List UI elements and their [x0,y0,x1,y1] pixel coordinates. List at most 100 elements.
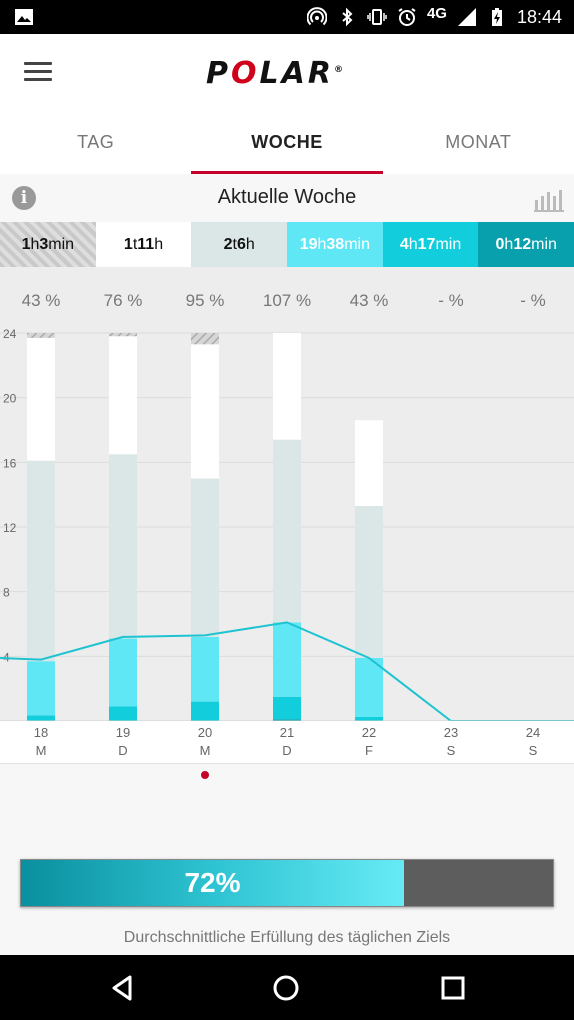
x-tick-label[interactable]: 18 M [21,724,61,760]
bar-segment-light-grey-green [355,505,383,658]
bar-segment-light-cyan [27,661,55,716]
system-nav-bar [0,955,574,1020]
weekday-letter: S [528,743,538,758]
goal-progress-fill [21,860,405,906]
week-header: i Aktuelle Woche [0,174,574,222]
y-tick-label: 24 [3,327,17,341]
bar-segment-light-grey-green [273,439,301,623]
bar-segment-hatched [109,333,137,337]
summary-cell: 4h17min [382,222,479,267]
x-tick-label[interactable]: 22 F [349,724,389,760]
summary-value: 11 [137,236,155,253]
summary-cell: 1t11h [95,222,192,267]
bar-segment-hatched [27,333,55,338]
x-tick-label[interactable]: 23 S [431,724,471,760]
day-percentage: 95 % [185,291,225,310]
bar-segment-teal [191,701,219,721]
summary-unit: t [132,236,138,253]
x-tick-label[interactable]: 24 S [513,724,553,760]
summary-unit: t [232,236,237,253]
info-icon[interactable]: i [12,186,36,210]
image-icon [15,9,33,25]
bar-segment-white [109,336,137,455]
hotspot-icon [306,7,327,26]
summary-value: 6 [236,236,246,253]
summary-unit: min [344,236,370,253]
weekly-activity-chart: 43 % 76 % 95 % 107 % 43 % - % - % 4 8 12 16 20 24 [0,267,574,763]
summary-unit: h [245,236,255,253]
summary-unit: h [504,236,514,253]
weekday-letter: F [365,743,373,758]
summary-value: 4 [399,236,409,253]
home-icon[interactable] [271,973,301,1003]
summary-value: 17 [417,236,436,253]
summary-cell: 2t6h [191,222,288,267]
tab-tag[interactable]: TAG [77,132,115,152]
goal-progress-bar: 72% [20,859,554,907]
bluetooth-icon [342,7,353,27]
y-tick-label: 20 [3,392,17,406]
bar-segment-white [273,333,301,440]
summary-value: 1 [21,236,31,253]
summary-unit: min [435,236,462,253]
bar-segment-light-cyan [355,657,383,717]
weekday-letter: S [446,743,456,758]
bar-segment-light-cyan [109,638,137,707]
summary-value: 12 [513,236,532,253]
goal-progress-label: 72% [184,867,241,898]
day-number: 21 [279,725,295,740]
weekday-letter: D [118,743,128,758]
x-tick-label[interactable]: 21 D [267,724,307,760]
day-number: 24 [525,725,541,740]
tab-woche[interactable]: WOCHE [191,106,383,174]
battery-charging-icon [491,8,502,26]
bar-segment-white [355,420,383,506]
bar-segment-light-grey-green [191,478,219,637]
bar-segment-hatched [191,333,219,345]
hamburger-menu-icon[interactable] [24,62,52,82]
day-percentage: 76 % [103,291,143,310]
goal-caption: Durchschnittliche Erfüllung des tägliche… [123,929,451,946]
weekday-letter: D [282,743,292,758]
back-icon[interactable] [108,973,138,1003]
day-number: 23 [443,725,459,740]
y-tick-label: 16 [3,456,17,470]
day-number: 18 [33,725,49,740]
day-percentage: - % [520,291,546,310]
summary-value: 38 [326,236,345,253]
summary-unit: min [48,236,75,253]
bar-segment-light-grey-green [109,454,137,639]
activity-summary-row: 1h3min 1t11h 2t6h 19h38min 4h17min 0h12min [0,222,574,267]
summary-value: 2 [223,236,233,253]
recents-icon[interactable] [438,973,468,1003]
day-number: 20 [197,725,213,740]
day-number: 22 [361,725,377,740]
network-type: 4G [426,4,447,22]
weekday-letter: M [35,743,47,758]
bar-segment-teal [27,715,55,721]
bar-segment-light-cyan [191,636,219,702]
summary-cell: 19h38min [287,222,383,267]
bar-chart-icon[interactable] [534,188,564,212]
summary-unit: h [154,236,164,253]
x-tick-label[interactable]: 19 D [103,724,143,760]
y-tick-label: 8 [3,586,10,600]
bar-segment-teal [355,716,383,721]
bar-segment-teal [109,706,137,721]
x-axis: 18 M 19 D 20 M 21 D 22 F 23 S 24 S [0,721,574,763]
day-percentage: - % [438,291,464,310]
status-bar: 4G 18:44 [0,0,574,34]
summary-value: 3 [39,236,49,253]
period-tabs: TAG WOCHE MONAT [0,106,574,174]
vibrate-icon [367,9,387,25]
bar-segment-white [191,344,219,479]
tab-monat[interactable]: MONAT [445,132,512,152]
daily-percentages: 43 % 76 % 95 % 107 % 43 % - % - % [0,291,574,311]
y-tick-label: 12 [3,521,17,535]
goal-section: 72% Durchschnittliche Erfüllung des tägl… [0,763,574,955]
summary-unit: h [408,236,418,253]
summary-unit: h [30,236,40,253]
summary-unit: h [317,236,327,253]
clock: 18:44 [516,6,562,27]
x-tick-label[interactable]: 20 M [185,724,225,760]
